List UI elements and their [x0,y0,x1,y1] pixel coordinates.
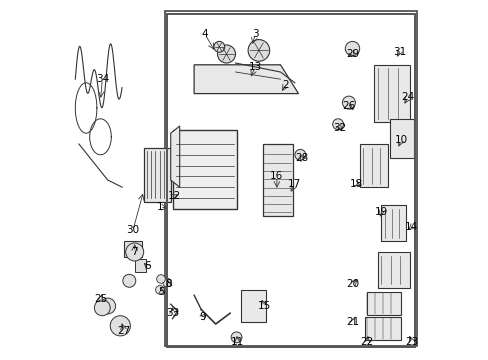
Circle shape [155,285,164,294]
Text: 29: 29 [345,49,358,59]
Text: 24: 24 [401,92,414,102]
Text: 34: 34 [96,74,109,84]
Text: 1: 1 [156,202,163,212]
Circle shape [122,274,136,287]
Text: 6: 6 [143,261,150,271]
Circle shape [163,278,171,287]
Circle shape [332,119,343,130]
Bar [241,290,265,322]
Bar [366,292,400,315]
Text: 22: 22 [360,337,373,347]
Text: 15: 15 [257,301,270,311]
Circle shape [345,41,359,56]
Text: 17: 17 [288,179,301,189]
Text: 16: 16 [270,171,283,181]
Text: 30: 30 [126,225,139,235]
Text: 23: 23 [405,337,418,347]
Bar [389,119,413,158]
Circle shape [156,275,165,283]
Text: 12: 12 [167,191,181,201]
Text: 19: 19 [374,207,387,217]
Text: 32: 32 [333,123,346,133]
Text: 33: 33 [165,308,179,318]
Circle shape [294,149,305,160]
Circle shape [217,45,235,63]
Bar [359,144,387,187]
Text: 27: 27 [117,326,130,336]
Bar [365,317,400,340]
Bar [123,241,142,257]
Text: 2: 2 [282,80,288,90]
Text: 25: 25 [94,294,107,304]
Bar [165,11,416,346]
Bar [377,252,409,288]
Bar [381,205,406,241]
Bar [373,65,409,122]
Text: 21: 21 [345,317,358,327]
Text: 4: 4 [201,29,208,39]
Polygon shape [170,126,179,187]
Circle shape [94,300,110,316]
Bar [134,259,145,272]
Text: 28: 28 [295,153,308,163]
Bar [172,130,237,209]
Text: 26: 26 [342,101,355,111]
Circle shape [247,40,269,61]
Text: 7: 7 [131,247,138,257]
Polygon shape [194,65,298,94]
Bar [262,144,292,216]
Bar [143,148,170,202]
Circle shape [110,316,130,336]
Text: 11: 11 [230,337,244,347]
Circle shape [100,298,115,314]
Text: 10: 10 [394,135,407,145]
Text: 18: 18 [349,179,362,189]
Text: 9: 9 [200,312,206,322]
Text: 14: 14 [405,222,418,232]
Text: 13: 13 [248,62,262,72]
Text: 31: 31 [392,47,405,57]
Text: 3: 3 [251,29,258,39]
Circle shape [342,96,355,109]
Circle shape [231,332,242,343]
Text: 8: 8 [165,279,172,289]
Circle shape [213,41,224,52]
Text: 20: 20 [345,279,358,289]
Text: 5: 5 [158,287,164,297]
Circle shape [125,243,143,261]
Bar [167,14,415,347]
